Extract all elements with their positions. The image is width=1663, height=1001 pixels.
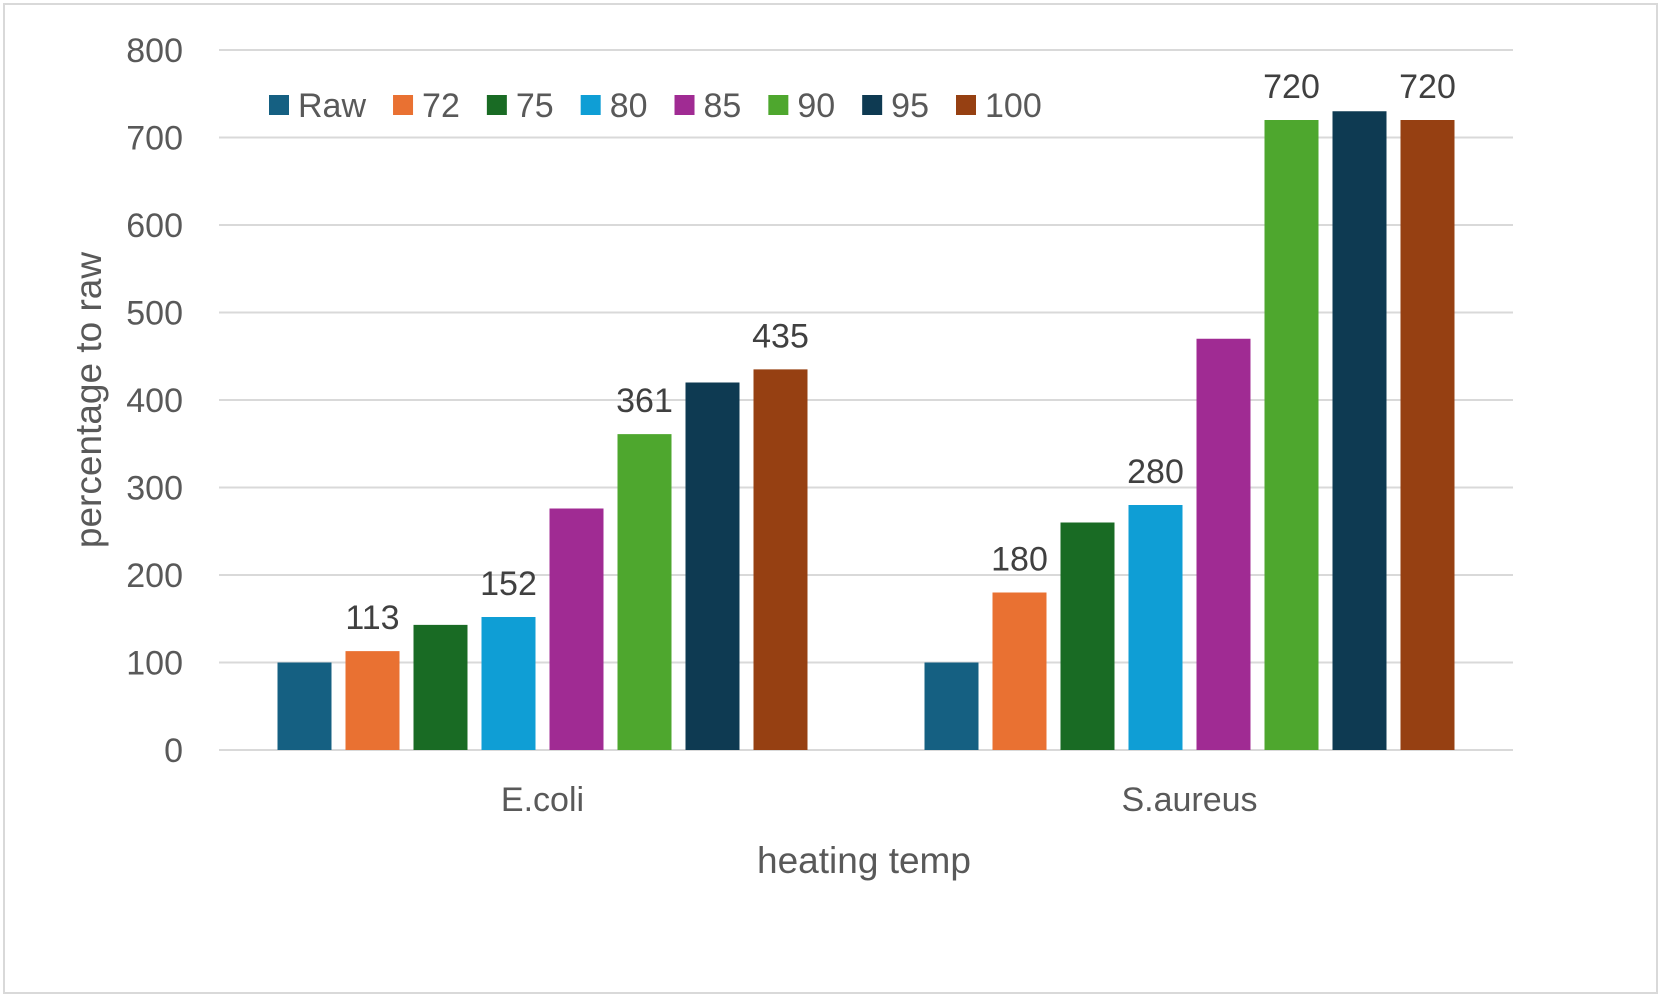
y-tick-label: 400 [126, 382, 183, 420]
y-tick-label: 100 [126, 645, 183, 683]
legend-item-raw: Raw [269, 87, 366, 125]
data-label: 113 [345, 599, 399, 637]
x-tick-label: E.coli [501, 781, 584, 819]
legend-swatch [269, 95, 289, 115]
legend-item-72: 72 [393, 87, 460, 125]
bar-s-aureus-95 [1332, 111, 1387, 750]
bar-s-aureus-100 [1400, 120, 1455, 750]
data-label: 361 [616, 382, 673, 420]
legend-item-95: 95 [862, 87, 929, 125]
data-label: 435 [752, 317, 809, 355]
bar-e-coli-95 [685, 382, 740, 750]
y-axis-title: percentage to raw [68, 252, 109, 548]
data-label: 720 [1263, 68, 1320, 106]
y-tick-label: 800 [126, 32, 183, 70]
bar-e-coli-90 [617, 434, 672, 750]
bar-chart: 0 100 200 300 400 500 600 700 800 113 152 361 435 18… [68, 32, 1513, 881]
legend-swatch [580, 95, 601, 115]
bar-e-coli-raw [277, 662, 332, 750]
legend-label: Raw [298, 87, 366, 125]
legend-label: 72 [422, 87, 460, 125]
bar-s-aureus-75 [1060, 522, 1115, 750]
legend-label: 75 [516, 87, 554, 125]
data-label: 720 [1399, 68, 1456, 106]
legend-item-90: 90 [768, 87, 835, 125]
legend-label: 95 [891, 87, 929, 125]
bar-e-coli-85 [549, 508, 604, 750]
legend-item-85: 85 [674, 87, 742, 125]
y-tick-label: 300 [126, 470, 183, 508]
legend-swatch [674, 95, 695, 115]
legend-swatch [862, 95, 883, 115]
chart-area: 0 100 200 300 400 500 600 700 800 113 152 361 435 18… [3, 3, 1658, 994]
legend-label: 85 [704, 87, 742, 125]
legend-item-75: 75 [486, 87, 554, 125]
y-tick-label: 500 [126, 295, 183, 333]
legend-swatch [486, 95, 507, 115]
legend-swatch [956, 95, 976, 115]
legend-item-100: 100 [956, 87, 1042, 125]
bars [277, 111, 1455, 750]
legend: Raw 72 75 80 85 90 95 100 [269, 87, 1042, 125]
legend-label: 90 [797, 87, 835, 125]
bar-e-coli-75 [413, 624, 468, 750]
x-axis-tick-labels: E.coli S.aureus [501, 781, 1258, 819]
y-tick-label: 600 [126, 207, 183, 245]
legend-label: 100 [985, 87, 1042, 125]
bar-s-aureus-80 [1128, 505, 1183, 750]
y-axis-tick-labels: 0 100 200 300 400 500 600 700 800 [126, 32, 183, 770]
data-labels: 113 152 361 435 180 280 720 720 [345, 68, 1455, 637]
gridlines [219, 49, 1513, 751]
y-tick-label: 700 [126, 120, 183, 158]
bar-e-coli-80 [481, 617, 536, 750]
legend-swatch [768, 95, 789, 115]
legend-item-80: 80 [580, 87, 648, 125]
bar-e-coli-100 [753, 369, 808, 750]
data-label: 280 [1127, 453, 1184, 491]
x-tick-label: S.aureus [1121, 781, 1257, 819]
bar-s-aureus-raw [924, 662, 979, 750]
data-label: 152 [480, 565, 537, 603]
y-tick-label: 200 [126, 557, 183, 595]
bar-s-aureus-72 [992, 592, 1047, 750]
x-axis-title: heating temp [757, 840, 971, 881]
bar-e-coli-72 [345, 651, 400, 750]
bar-s-aureus-85 [1196, 338, 1251, 750]
data-label: 180 [991, 541, 1048, 579]
legend-swatch [393, 95, 414, 115]
bar-s-aureus-90 [1264, 120, 1319, 750]
legend-label: 80 [610, 87, 648, 125]
y-tick-label: 0 [164, 732, 183, 770]
